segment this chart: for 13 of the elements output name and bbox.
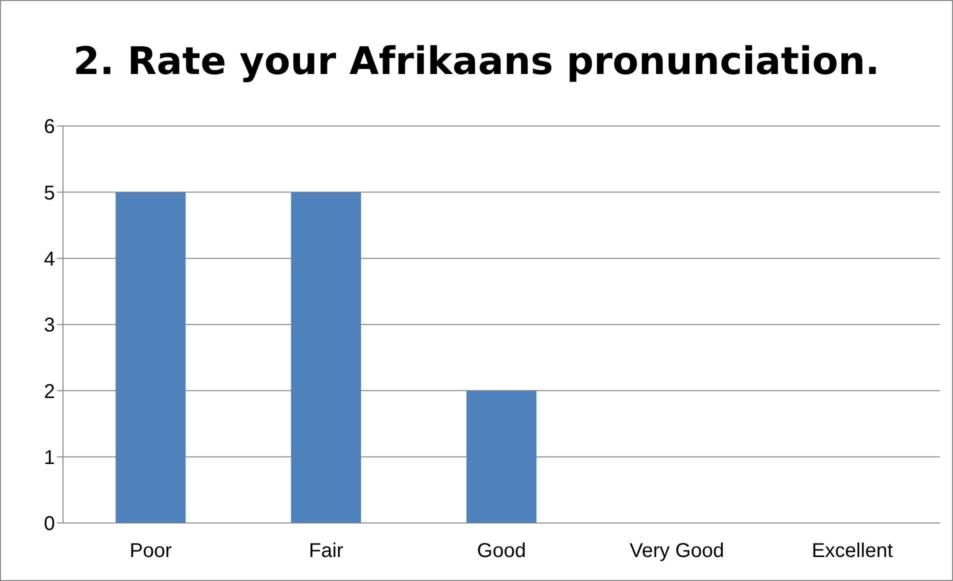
x-tick-label: Very Good [630, 540, 724, 562]
y-tick-label: 1 [44, 446, 55, 469]
y-tick-label: 6 [44, 116, 55, 138]
x-tick-label: Poor [130, 540, 172, 562]
y-tick-label: 4 [44, 248, 55, 270]
x-tick-label: Excellent [812, 540, 894, 562]
chart-title: 2. Rate your Afrikaans pronunciation. [72, 39, 881, 83]
y-tick-label: 2 [44, 380, 55, 403]
y-tick-label: 0 [44, 513, 55, 536]
y-tick-label: 5 [44, 182, 55, 204]
x-tick-label: Good [477, 540, 526, 562]
y-tick-label: 3 [44, 314, 55, 337]
x-tick-label: Fair [308, 540, 344, 562]
